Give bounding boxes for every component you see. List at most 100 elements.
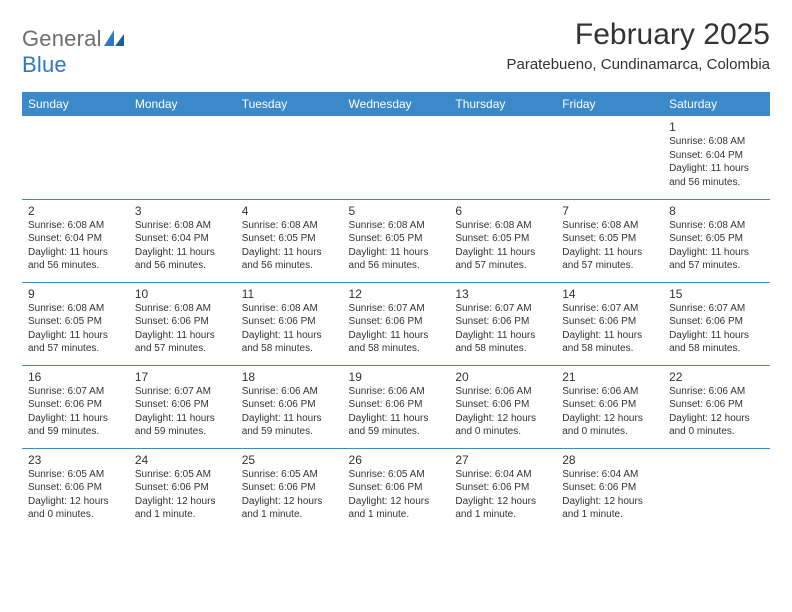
day-number: 19 [349, 370, 444, 384]
day-number: 16 [28, 370, 123, 384]
calendar-cell: 21Sunrise: 6:06 AMSunset: 6:06 PMDayligh… [556, 365, 663, 448]
day-info: Sunrise: 6:07 AMSunset: 6:06 PMDaylight:… [349, 302, 444, 356]
day-info: Sunrise: 6:04 AMSunset: 6:06 PMDaylight:… [562, 468, 657, 522]
day-number: 15 [669, 287, 764, 301]
day-number: 5 [349, 204, 444, 218]
calendar-table: Sunday Monday Tuesday Wednesday Thursday… [22, 92, 770, 531]
day-number: 1 [669, 120, 764, 134]
sail-icon [104, 26, 126, 52]
sunrise-text: Sunrise: 6:08 AM [242, 219, 337, 233]
calendar-cell: 26Sunrise: 6:05 AMSunset: 6:06 PMDayligh… [343, 448, 450, 531]
day-number: 3 [135, 204, 230, 218]
sunset-text: Sunset: 6:06 PM [349, 315, 444, 329]
day-info: Sunrise: 6:05 AMSunset: 6:06 PMDaylight:… [349, 468, 444, 522]
day-number: 28 [562, 453, 657, 467]
day-info: Sunrise: 6:07 AMSunset: 6:06 PMDaylight:… [562, 302, 657, 356]
sunset-text: Sunset: 6:06 PM [28, 398, 123, 412]
calendar-cell: 27Sunrise: 6:04 AMSunset: 6:06 PMDayligh… [449, 448, 556, 531]
sunset-text: Sunset: 6:06 PM [349, 398, 444, 412]
calendar-cell: 18Sunrise: 6:06 AMSunset: 6:06 PMDayligh… [236, 365, 343, 448]
daylight-text: Daylight: 12 hours and 1 minute. [349, 495, 444, 522]
sunset-text: Sunset: 6:06 PM [28, 481, 123, 495]
page-title: February 2025 [507, 18, 771, 52]
calendar-cell [556, 116, 663, 199]
sunrise-text: Sunrise: 6:08 AM [28, 219, 123, 233]
calendar-cell: 11Sunrise: 6:08 AMSunset: 6:06 PMDayligh… [236, 282, 343, 365]
day-number: 17 [135, 370, 230, 384]
sunset-text: Sunset: 6:06 PM [562, 398, 657, 412]
sunset-text: Sunset: 6:06 PM [669, 398, 764, 412]
sunrise-text: Sunrise: 6:06 AM [562, 385, 657, 399]
calendar-row: 1Sunrise: 6:08 AMSunset: 6:04 PMDaylight… [22, 116, 770, 199]
sunset-text: Sunset: 6:06 PM [242, 398, 337, 412]
calendar-cell [129, 116, 236, 199]
day-info: Sunrise: 6:07 AMSunset: 6:06 PMDaylight:… [135, 385, 230, 439]
daylight-text: Daylight: 12 hours and 0 minutes. [669, 412, 764, 439]
page-subtitle: Paratebueno, Cundinamarca, Colombia [507, 56, 771, 73]
sunrise-text: Sunrise: 6:08 AM [455, 219, 550, 233]
day-info: Sunrise: 6:08 AMSunset: 6:05 PMDaylight:… [669, 219, 764, 273]
day-number: 18 [242, 370, 337, 384]
calendar-cell: 12Sunrise: 6:07 AMSunset: 6:06 PMDayligh… [343, 282, 450, 365]
logo: GeneralBlue [22, 18, 126, 78]
sunset-text: Sunset: 6:04 PM [669, 149, 764, 163]
day-number: 21 [562, 370, 657, 384]
sunrise-text: Sunrise: 6:07 AM [669, 302, 764, 316]
day-info: Sunrise: 6:07 AMSunset: 6:06 PMDaylight:… [455, 302, 550, 356]
sunrise-text: Sunrise: 6:08 AM [135, 302, 230, 316]
dayhead-sunday: Sunday [22, 92, 129, 116]
daylight-text: Daylight: 12 hours and 1 minute. [242, 495, 337, 522]
daylight-text: Daylight: 11 hours and 59 minutes. [349, 412, 444, 439]
calendar-cell: 10Sunrise: 6:08 AMSunset: 6:06 PMDayligh… [129, 282, 236, 365]
sunrise-text: Sunrise: 6:07 AM [455, 302, 550, 316]
sunset-text: Sunset: 6:06 PM [135, 315, 230, 329]
calendar-row: 16Sunrise: 6:07 AMSunset: 6:06 PMDayligh… [22, 365, 770, 448]
calendar-cell: 9Sunrise: 6:08 AMSunset: 6:05 PMDaylight… [22, 282, 129, 365]
sunset-text: Sunset: 6:04 PM [135, 232, 230, 246]
daylight-text: Daylight: 11 hours and 58 minutes. [349, 329, 444, 356]
sunset-text: Sunset: 6:06 PM [669, 315, 764, 329]
calendar-cell: 17Sunrise: 6:07 AMSunset: 6:06 PMDayligh… [129, 365, 236, 448]
sunrise-text: Sunrise: 6:08 AM [669, 219, 764, 233]
day-info: Sunrise: 6:06 AMSunset: 6:06 PMDaylight:… [242, 385, 337, 439]
sunrise-text: Sunrise: 6:07 AM [28, 385, 123, 399]
day-info: Sunrise: 6:08 AMSunset: 6:06 PMDaylight:… [135, 302, 230, 356]
calendar-cell: 13Sunrise: 6:07 AMSunset: 6:06 PMDayligh… [449, 282, 556, 365]
calendar-cell: 16Sunrise: 6:07 AMSunset: 6:06 PMDayligh… [22, 365, 129, 448]
daylight-text: Daylight: 12 hours and 0 minutes. [455, 412, 550, 439]
calendar-cell: 7Sunrise: 6:08 AMSunset: 6:05 PMDaylight… [556, 199, 663, 282]
day-number: 8 [669, 204, 764, 218]
daylight-text: Daylight: 11 hours and 57 minutes. [455, 246, 550, 273]
day-number: 9 [28, 287, 123, 301]
day-info: Sunrise: 6:08 AMSunset: 6:04 PMDaylight:… [669, 135, 764, 189]
day-number: 14 [562, 287, 657, 301]
day-info: Sunrise: 6:08 AMSunset: 6:05 PMDaylight:… [28, 302, 123, 356]
daylight-text: Daylight: 12 hours and 1 minute. [562, 495, 657, 522]
day-info: Sunrise: 6:08 AMSunset: 6:06 PMDaylight:… [242, 302, 337, 356]
daylight-text: Daylight: 11 hours and 56 minutes. [669, 162, 764, 189]
day-number: 11 [242, 287, 337, 301]
sunrise-text: Sunrise: 6:08 AM [669, 135, 764, 149]
dayhead-monday: Monday [129, 92, 236, 116]
logo-text-blue: Blue [22, 52, 67, 77]
day-number: 2 [28, 204, 123, 218]
daylight-text: Daylight: 12 hours and 0 minutes. [562, 412, 657, 439]
day-number: 6 [455, 204, 550, 218]
calendar-cell: 4Sunrise: 6:08 AMSunset: 6:05 PMDaylight… [236, 199, 343, 282]
day-number: 27 [455, 453, 550, 467]
calendar-row: 9Sunrise: 6:08 AMSunset: 6:05 PMDaylight… [22, 282, 770, 365]
dayhead-tuesday: Tuesday [236, 92, 343, 116]
day-info: Sunrise: 6:08 AMSunset: 6:05 PMDaylight:… [242, 219, 337, 273]
daylight-text: Daylight: 11 hours and 59 minutes. [28, 412, 123, 439]
calendar-cell: 20Sunrise: 6:06 AMSunset: 6:06 PMDayligh… [449, 365, 556, 448]
daylight-text: Daylight: 12 hours and 1 minute. [455, 495, 550, 522]
daylight-text: Daylight: 11 hours and 58 minutes. [669, 329, 764, 356]
sunrise-text: Sunrise: 6:07 AM [135, 385, 230, 399]
day-info: Sunrise: 6:07 AMSunset: 6:06 PMDaylight:… [28, 385, 123, 439]
sunset-text: Sunset: 6:06 PM [562, 315, 657, 329]
calendar-page: GeneralBlue February 2025 Paratebueno, C… [0, 0, 792, 612]
sunset-text: Sunset: 6:05 PM [669, 232, 764, 246]
daylight-text: Daylight: 11 hours and 56 minutes. [242, 246, 337, 273]
sunrise-text: Sunrise: 6:05 AM [242, 468, 337, 482]
calendar-row: 2Sunrise: 6:08 AMSunset: 6:04 PMDaylight… [22, 199, 770, 282]
